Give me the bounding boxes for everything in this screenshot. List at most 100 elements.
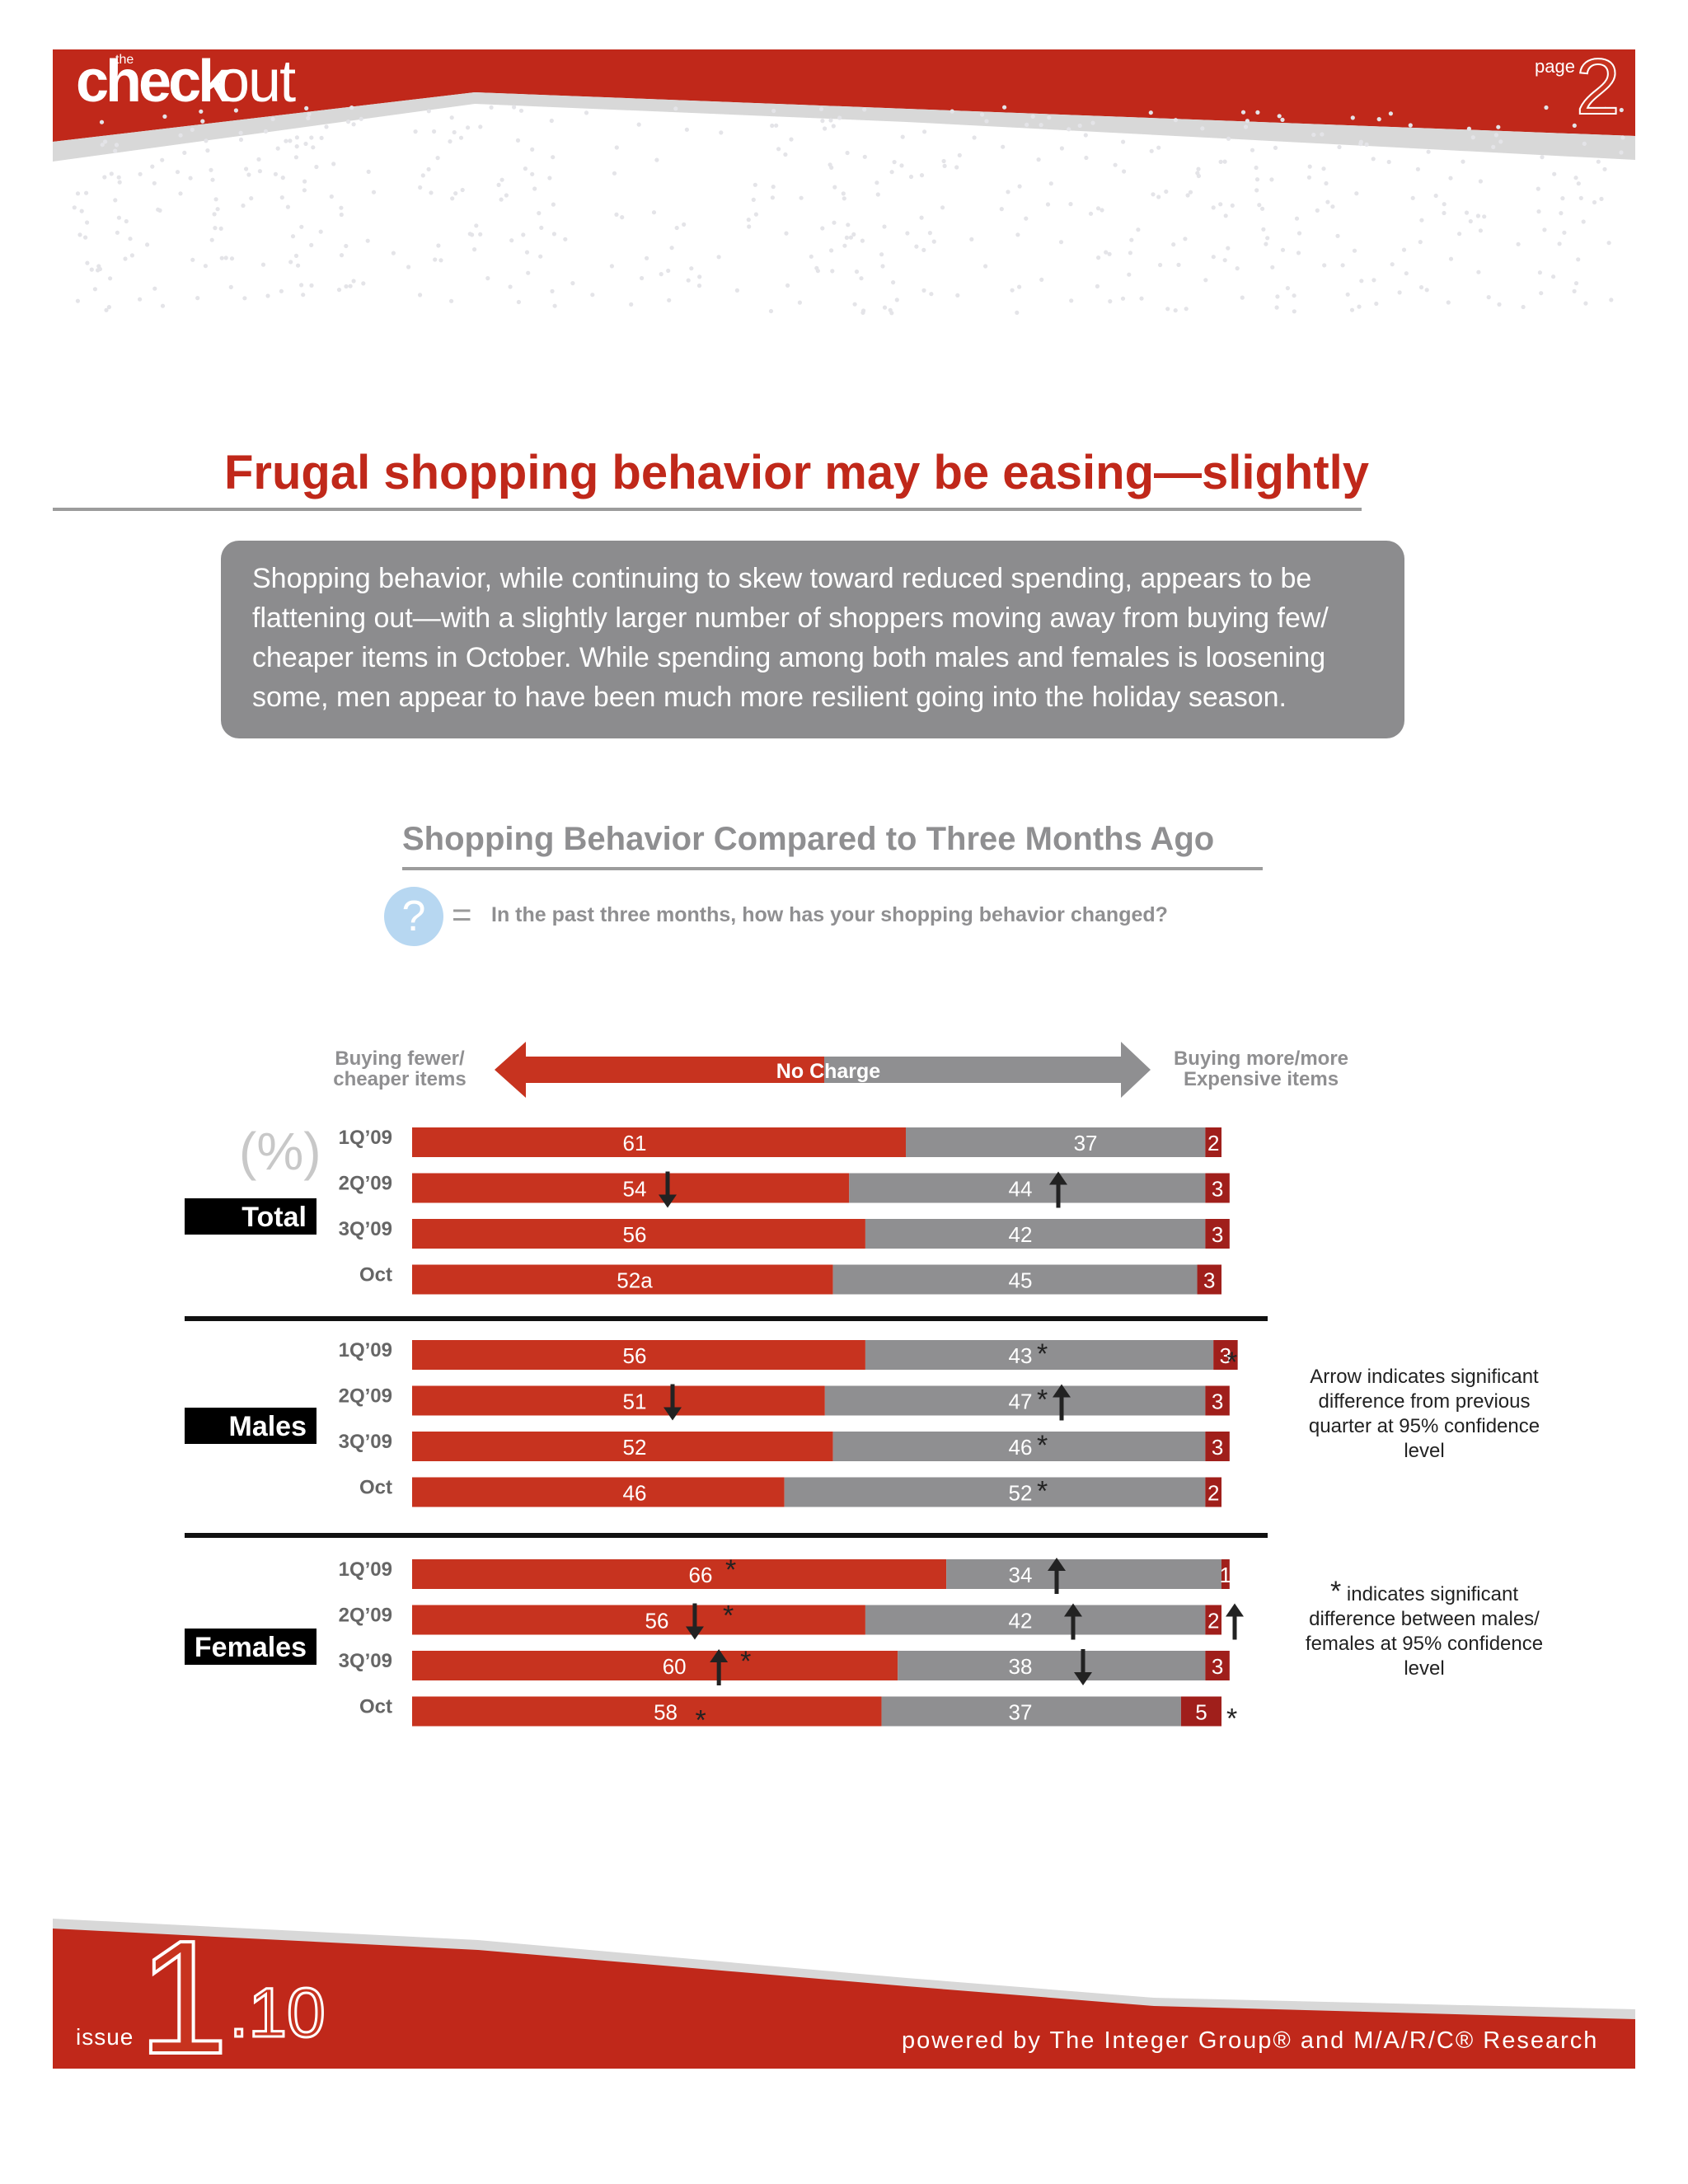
row-label: 2Q’09: [339, 1605, 392, 1627]
significance-star-icon: *: [1037, 1430, 1048, 1461]
bar-no-change: [946, 1559, 1221, 1589]
value-label-fewer: 52: [623, 1435, 647, 1460]
question-icon: ?: [384, 887, 443, 946]
value-label-no-change: 34: [1009, 1563, 1033, 1587]
powered-by: powered by The Integer Group® and M/A/R/…: [902, 2027, 1599, 2054]
row-label: 3Q’09: [339, 1218, 392, 1240]
significance-star-icon: *: [1037, 1385, 1048, 1416]
bar-more: [1221, 1559, 1230, 1589]
value-label-more: 3: [1212, 1177, 1223, 1202]
value-label-more: 3: [1212, 1435, 1223, 1460]
bar-row: 1Q’09 61 37 2: [339, 1127, 1221, 1157]
value-label-fewer: 51: [623, 1390, 647, 1414]
row-label: 1Q’09: [339, 1558, 392, 1581]
page-number: 2: [1575, 43, 1620, 131]
bar-row: 2Q’09 54 44 3: [339, 1171, 1230, 1208]
column-header-fewer: Buying fewer/ cheaper items: [333, 1047, 467, 1090]
survey-question: In the past three months, how has your s…: [491, 903, 1168, 926]
value-label-no-change: 38: [1009, 1654, 1033, 1679]
row-label: 3Q’09: [339, 1431, 392, 1453]
row-label: 3Q’09: [339, 1650, 392, 1672]
value-label-more: 1: [1220, 1563, 1231, 1587]
bar-more: [1205, 1432, 1230, 1461]
unit-label: (%): [239, 1122, 321, 1181]
group-label: Total: [241, 1202, 307, 1233]
group-label-badge: [185, 1629, 316, 1665]
value-label-no-change: 43: [1009, 1343, 1033, 1368]
asterisk-mark: *: [1329, 1576, 1342, 1607]
value-label-fewer: 56: [623, 1343, 647, 1368]
value-label-fewer: 56: [645, 1609, 668, 1633]
issue-number-major: 1: [137, 1907, 230, 2088]
value-label-fewer: 54: [623, 1177, 647, 1202]
logo-the: the: [115, 53, 134, 67]
bar-more: [1205, 1605, 1221, 1635]
value-label-more: 2: [1207, 1131, 1219, 1155]
value-label-no-change: 47: [1009, 1390, 1033, 1414]
arrow-up-icon: [1049, 1171, 1067, 1208]
significance-star-icon: *: [696, 1705, 706, 1736]
bar-more: [1205, 1385, 1230, 1416]
arrow-up-icon: [1053, 1384, 1071, 1421]
no-change-arrow-banner: [495, 1042, 1151, 1098]
bar-no-change: [865, 1340, 1214, 1370]
bar-fewer: [412, 1432, 833, 1461]
page-label: page: [1535, 56, 1575, 77]
value-label-no-change: 42: [1009, 1609, 1033, 1633]
footer-banner: [53, 1919, 1635, 2069]
row-label: 1Q’09: [339, 1339, 392, 1361]
group-label-badge: [185, 1408, 316, 1444]
arrow-down-icon: [1074, 1649, 1092, 1685]
group-label: Females: [195, 1632, 307, 1663]
bar-row: Oct 46 52 2 *: [359, 1476, 1221, 1507]
arrow-down-icon: [659, 1171, 677, 1208]
bar-no-change: [784, 1477, 1206, 1507]
value-label-more: 3: [1212, 1654, 1223, 1679]
header-banner: [53, 49, 1635, 316]
significance-star-icon: *: [1226, 1704, 1237, 1735]
bar-row: 1Q’09 66 34 1 *: [339, 1554, 1231, 1594]
value-label-no-change: 46: [1009, 1435, 1033, 1460]
value-label-fewer: 61: [623, 1131, 647, 1155]
logo-check: check: [76, 49, 231, 115]
significance-star-icon: *: [725, 1554, 736, 1586]
value-label-more: 2: [1207, 1481, 1219, 1506]
row-label: Oct: [359, 1696, 392, 1718]
value-label-fewer: 52a: [617, 1268, 653, 1293]
row-label: Oct: [359, 1477, 392, 1499]
bar-fewer: [412, 1696, 882, 1727]
bar-row: 2Q’09 51 47 3 *: [339, 1384, 1230, 1421]
significance-star-icon: *: [740, 1646, 751, 1677]
value-label-fewer: 60: [663, 1654, 687, 1679]
bar-fewer: [412, 1264, 833, 1295]
bar-row: 3Q’09 52 46 3 *: [339, 1430, 1230, 1461]
row-label: Oct: [359, 1264, 392, 1286]
arrow-up-icon: [1226, 1603, 1244, 1640]
bar-no-change: [832, 1264, 1198, 1295]
bar-row: 1Q’09 56 43 3* *: [339, 1338, 1238, 1378]
group-divider: [185, 1316, 1268, 1321]
bar-no-change: [832, 1432, 1206, 1461]
bar-more: [1205, 1127, 1221, 1157]
bar-no-change: [824, 1385, 1206, 1416]
bar-fewer: [412, 1559, 947, 1589]
bar-fewer: [412, 1340, 865, 1370]
bar-more: [1205, 1651, 1230, 1680]
arrow-down-icon: [685, 1603, 704, 1640]
issue-number-minor: .10: [228, 1974, 327, 2051]
equals-sign: =: [452, 895, 472, 934]
value-label-no-change: 42: [1009, 1222, 1033, 1247]
value-label-no-change: 44: [1009, 1177, 1033, 1202]
bar-row: Oct 58 37 5 * *: [359, 1696, 1237, 1736]
value-label-more: 5: [1195, 1700, 1207, 1725]
value-label-fewer: 56: [623, 1222, 647, 1247]
bar-fewer: [412, 1385, 825, 1416]
group-total: Total 1Q’09 61 37 2 2Q’09 54 44 3 3Q’09 56 42 3 Oct 52…: [185, 1127, 1230, 1295]
significance-star-icon: *: [1037, 1338, 1048, 1370]
bar-fewer: [412, 1127, 907, 1157]
chart-title: Shopping Behavior Compared to Three Mont…: [402, 821, 1215, 857]
bar-more: [1205, 1477, 1221, 1507]
value-label-no-change: 37: [1009, 1700, 1033, 1725]
